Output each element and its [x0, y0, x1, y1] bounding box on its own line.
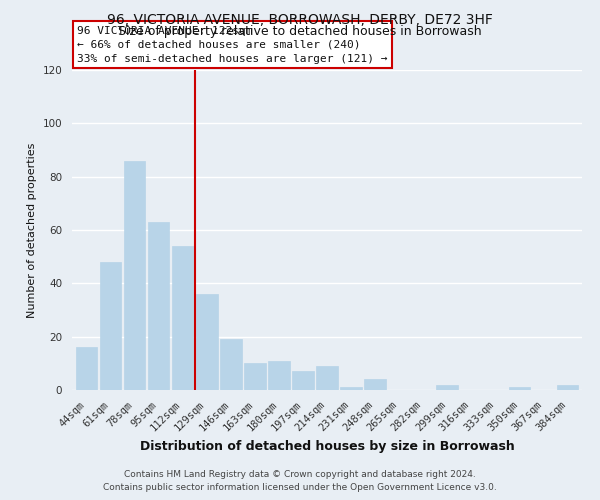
- Y-axis label: Number of detached properties: Number of detached properties: [27, 142, 37, 318]
- Bar: [148, 222, 169, 390]
- Text: Contains HM Land Registry data © Crown copyright and database right 2024.
Contai: Contains HM Land Registry data © Crown c…: [103, 470, 497, 492]
- Bar: [340, 388, 362, 390]
- X-axis label: Distribution of detached houses by size in Borrowash: Distribution of detached houses by size …: [140, 440, 514, 454]
- Bar: [268, 360, 290, 390]
- Bar: [316, 366, 338, 390]
- Bar: [196, 294, 218, 390]
- Bar: [436, 384, 458, 390]
- Bar: [76, 348, 97, 390]
- Bar: [220, 340, 242, 390]
- Text: 96, VICTORIA AVENUE, BORROWASH, DERBY, DE72 3HF: 96, VICTORIA AVENUE, BORROWASH, DERBY, D…: [107, 12, 493, 26]
- Bar: [124, 160, 145, 390]
- Text: 96 VICTORIA AVENUE: 122sqm
← 66% of detached houses are smaller (240)
33% of sem: 96 VICTORIA AVENUE: 122sqm ← 66% of deta…: [77, 26, 388, 64]
- Bar: [292, 372, 314, 390]
- Bar: [509, 388, 530, 390]
- Bar: [100, 262, 121, 390]
- Bar: [364, 380, 386, 390]
- Bar: [244, 364, 266, 390]
- Bar: [172, 246, 193, 390]
- Bar: [557, 384, 578, 390]
- Text: Size of property relative to detached houses in Borrowash: Size of property relative to detached ho…: [118, 25, 482, 38]
